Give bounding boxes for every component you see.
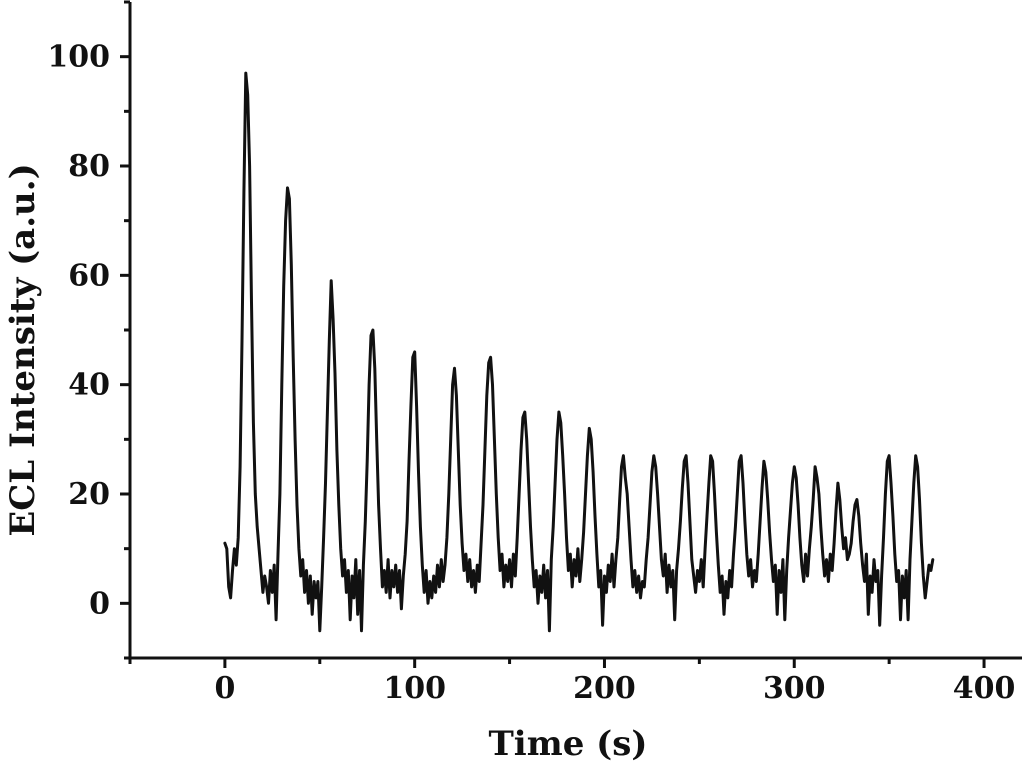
y-tick-label: 80 (68, 149, 110, 184)
y-tick-label: 0 (89, 586, 110, 621)
x-tick-label: 400 (953, 671, 1016, 706)
y-tick-label: 100 (47, 40, 110, 75)
y-tick-label: 20 (68, 477, 110, 512)
x-tick-label: 200 (573, 671, 636, 706)
x-tick-label: 100 (383, 671, 446, 706)
y-axis-title: ECL Intensity (a.u.) (3, 163, 43, 536)
y-ticks: 0 20 40 60 80 100 (47, 0, 130, 660)
y-tick-label: 40 (68, 368, 110, 403)
x-ticks: 0 100 200 300 400 (128, 658, 1016, 706)
plot-area (223, 71, 935, 633)
x-tick-label: 300 (763, 671, 826, 706)
x-tick-label: 0 (214, 671, 235, 706)
x-axis-title: Time (s) (489, 724, 648, 764)
series-line (223, 71, 935, 633)
y-tick-label: 60 (68, 258, 110, 293)
